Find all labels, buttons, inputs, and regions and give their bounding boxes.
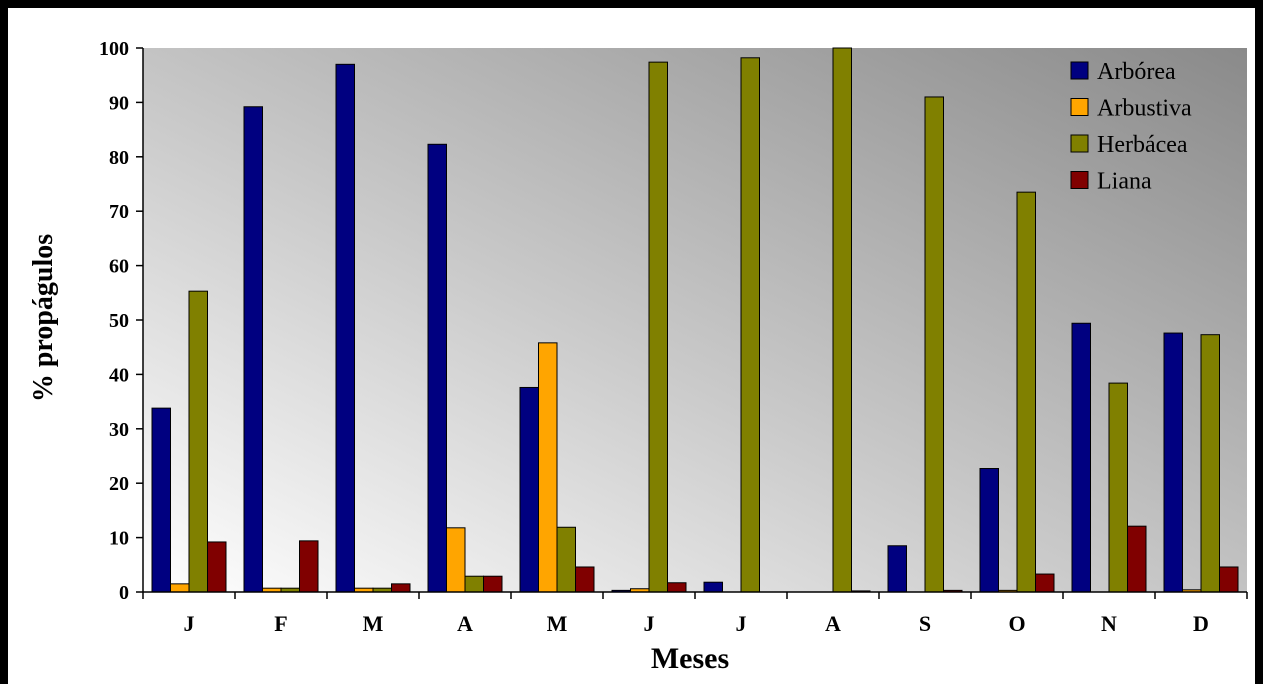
x-tick-label: M [547,611,568,636]
bar-herbcea-9 [1016,191,1036,593]
bar-liana-11 [1219,566,1239,593]
bar-arbrea-10 [1071,322,1091,593]
bar-herbcea-8 [924,96,944,593]
bar-arbrea-11 [1163,332,1183,593]
y-tick-label: 50 [109,310,129,332]
y-tick-label: 0 [119,582,129,604]
y-tick-label: 70 [109,201,129,223]
bar-herbcea-4 [556,526,576,593]
legend-swatch [1070,171,1089,189]
y-tick-label: 80 [109,147,129,169]
bar-liana-9 [1035,573,1055,593]
bar-arbrea-2 [335,63,355,593]
plot-area [143,48,1247,592]
bar-liana-10 [1127,525,1147,593]
bar-arbrea-6 [703,581,723,593]
bar-liana-4 [575,566,595,593]
y-tick-label: 40 [109,364,129,386]
legend-label: Liana [1097,169,1152,195]
bar-arbrea-0 [151,407,171,593]
axes-layer [136,47,1248,599]
bar-liana-5 [667,582,687,593]
bar-herbcea-10 [1108,382,1128,593]
x-tick-label: D [1193,611,1209,636]
bar-arbrea-3 [427,143,447,593]
y-tick-label: 30 [109,419,129,441]
legend-swatch [1070,61,1089,80]
x-tick-label: F [274,611,287,636]
bar-arbrea-4 [519,386,539,593]
y-tick-label: 100 [99,38,129,60]
bar-herbcea-3 [464,575,484,593]
bar-liana-0 [207,541,227,593]
bar-arbrea-9 [979,468,999,593]
bar-arbrea-1 [243,106,263,593]
bar-arbustiva-3 [446,527,466,593]
bar-herbcea-5 [648,61,668,593]
x-tick-label: O [1008,611,1025,636]
bar-liana-3 [483,575,503,593]
legend-swatch [1070,98,1089,116]
bar-herbcea-0 [188,290,208,593]
x-tick-label: J [184,611,195,636]
bar-arbrea-8 [887,545,907,593]
x-tick-label: A [825,611,841,636]
legend: Arbórea Arbustiva Herbácea Liana [1070,59,1192,195]
y-tick-label: 10 [109,528,129,550]
bar-herbcea-7 [832,47,852,593]
legend-label: Herbácea [1097,132,1188,158]
bar-arbustiva-0 [170,583,190,593]
legend-label: Arbustiva [1097,96,1192,122]
y-tick-label: 20 [109,473,129,495]
bar-liana-2 [391,583,411,593]
y-tick-labels: 0 10 20 30 40 50 60 70 80 90 100 [99,38,129,604]
x-tick-label: M [363,611,384,636]
y-tick-label: 90 [109,92,129,114]
x-tick-label: N [1101,611,1117,636]
x-axis-title: Meses [651,642,729,675]
y-axis-title: % propágulos [28,234,59,402]
bar-herbcea-11 [1200,334,1220,593]
legend-label: Arbórea [1097,59,1176,85]
x-tick-label: J [736,611,747,636]
x-tick-label: J [644,611,655,636]
bar-herbcea-6 [740,57,760,593]
y-tick-label: 60 [109,256,129,278]
bar-arbustiva-4 [538,342,558,593]
x-tick-label: A [457,611,473,636]
bar-liana-1 [299,540,319,593]
x-tick-label: S [919,611,931,636]
legend-swatch [1070,134,1089,153]
